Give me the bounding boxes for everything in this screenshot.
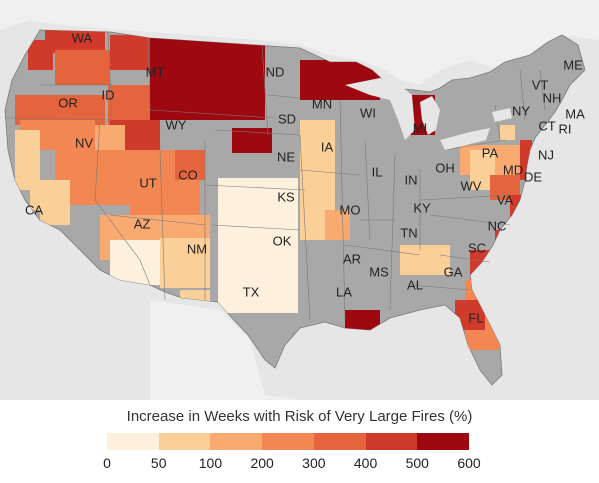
risk-cell [108,85,150,125]
legend-swatch [107,433,159,450]
legend-title: Increase in Weeks with Risk of Very Larg… [126,408,473,425]
fire-risk-cells [15,30,532,350]
map-frame: WA MT ND OR ID MN WI MI ME VT NH NY MA CT RI SD WY NV PA NJ… [0,0,599,400]
risk-cell [150,90,265,120]
risk-cell [110,35,150,70]
legend-tick-label: 400 [353,455,378,471]
legend-swatch [313,433,366,450]
risk-cell [110,240,165,285]
risk-cell [325,210,350,240]
legend-tick-label: 200 [250,455,274,471]
us-map [0,0,599,400]
legend-swatch [158,433,211,450]
state-borders [4,31,546,321]
risk-cell [455,300,485,330]
risk-cell [150,38,265,93]
risk-cell [45,30,105,53]
risk-cell [500,125,515,140]
legend-tick-label: 300 [302,455,326,471]
risk-cell [160,238,210,288]
risk-cell [345,310,380,330]
legend-swatch [210,433,263,450]
risk-cell [400,245,450,275]
legend-swatch [365,433,418,450]
risk-cell [40,200,70,225]
risk-cell [495,230,520,260]
risk-cell [218,178,298,313]
risk-cell [55,50,110,85]
legend-tick-label: 50 [150,455,167,471]
legend-color-bar [107,433,469,450]
legend-swatch [262,433,314,450]
risk-cell [95,125,125,150]
risk-cell [28,40,53,70]
risk-cell [232,128,272,153]
legend-tick-label: 100 [198,455,223,471]
mexico-land [150,300,300,400]
legend-swatch [417,433,469,450]
legend-tick-label: 0 [103,455,111,471]
risk-cell [470,250,500,290]
canada-land [0,0,599,85]
great-lakes [345,78,512,150]
legend-tick-label: 600 [457,455,481,471]
risk-cell [175,150,205,180]
legend-tick-label: 500 [405,455,429,471]
